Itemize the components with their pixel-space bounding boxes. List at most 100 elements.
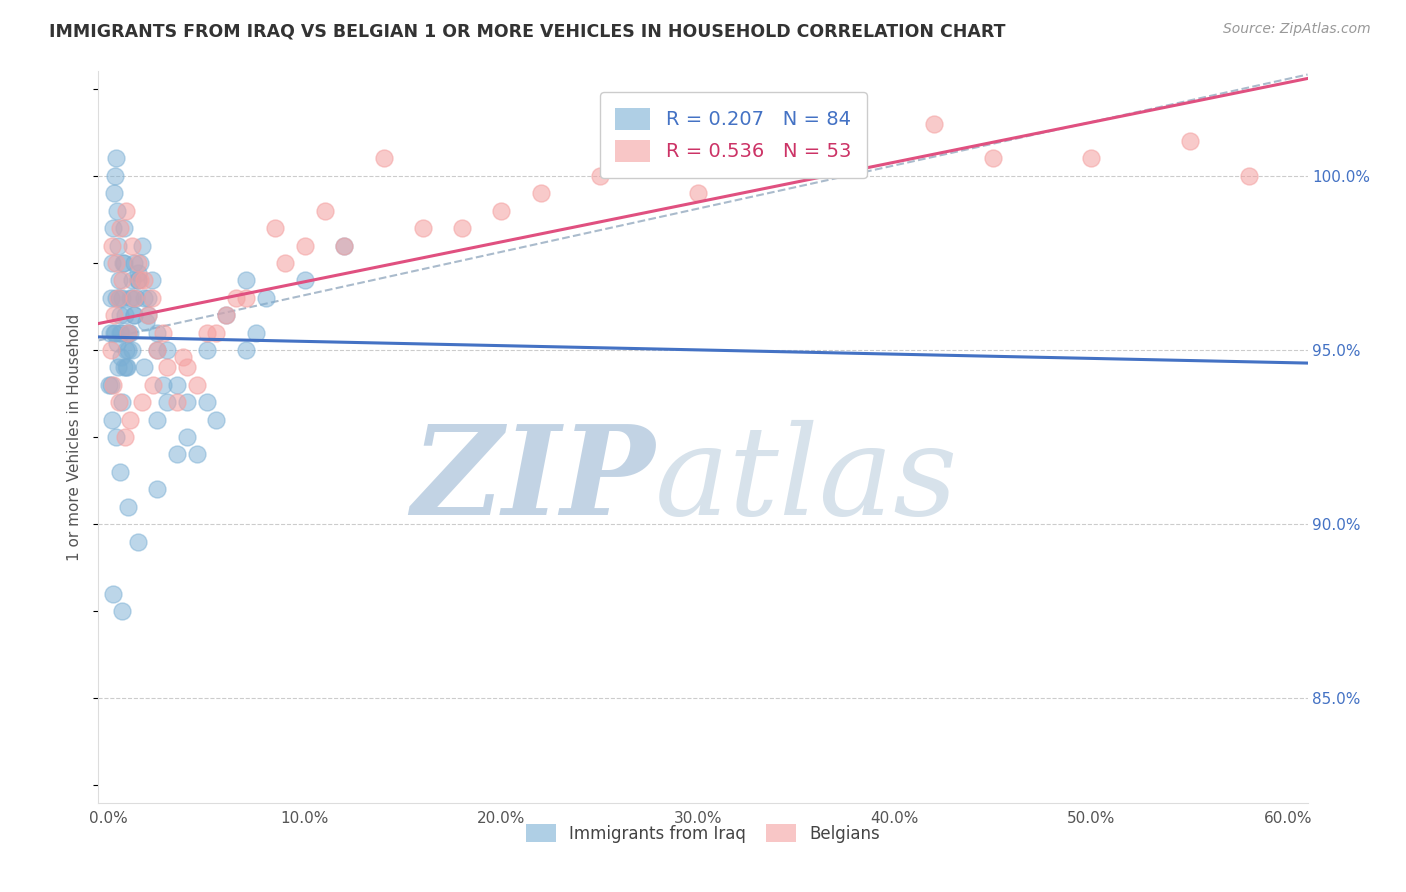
Point	[146, 412, 169, 426]
Point	[111, 291, 134, 305]
Point	[186, 448, 208, 462]
Point	[101, 256, 124, 270]
Point	[146, 326, 169, 340]
Point	[195, 395, 218, 409]
Point	[122, 256, 145, 270]
Point	[176, 395, 198, 409]
Point	[121, 343, 143, 357]
Point	[205, 412, 228, 426]
Point	[101, 587, 124, 601]
Point	[132, 360, 155, 375]
Point	[117, 343, 139, 357]
Point	[114, 430, 136, 444]
Point	[100, 377, 122, 392]
Point	[108, 291, 131, 305]
Point	[136, 308, 159, 322]
Point	[166, 448, 188, 462]
Point	[118, 291, 141, 305]
Point	[785, 134, 807, 148]
Point	[314, 203, 336, 218]
Point	[156, 343, 179, 357]
Point	[491, 203, 513, 218]
Point	[105, 256, 128, 270]
Point	[225, 291, 247, 305]
Point	[111, 256, 134, 270]
Point	[115, 360, 138, 375]
Point	[122, 308, 145, 322]
Point	[530, 186, 553, 201]
Point	[101, 238, 124, 252]
Point	[112, 360, 135, 375]
Point	[156, 395, 179, 409]
Point	[131, 238, 153, 252]
Point	[1237, 169, 1260, 183]
Point	[294, 273, 316, 287]
Point	[146, 343, 169, 357]
Point	[152, 326, 174, 340]
Point	[117, 500, 139, 514]
Point	[103, 308, 125, 322]
Point	[412, 221, 434, 235]
Point	[108, 221, 131, 235]
Point	[373, 152, 395, 166]
Point	[127, 273, 149, 287]
Point	[922, 117, 945, 131]
Point	[1080, 152, 1102, 166]
Point	[127, 534, 149, 549]
Point	[127, 256, 149, 270]
Point	[107, 238, 129, 252]
Point	[215, 308, 238, 322]
Point	[205, 326, 228, 340]
Point	[101, 377, 124, 392]
Point	[166, 395, 188, 409]
Point	[115, 343, 138, 357]
Point	[108, 465, 131, 479]
Point	[264, 221, 287, 235]
Point	[254, 291, 277, 305]
Text: IMMIGRANTS FROM IRAQ VS BELGIAN 1 OR MORE VEHICLES IN HOUSEHOLD CORRELATION CHAR: IMMIGRANTS FROM IRAQ VS BELGIAN 1 OR MOR…	[49, 22, 1005, 40]
Point	[294, 238, 316, 252]
Text: Source: ZipAtlas.com: Source: ZipAtlas.com	[1223, 22, 1371, 37]
Point	[108, 273, 131, 287]
Point	[111, 604, 134, 618]
Point	[108, 326, 131, 340]
Point	[107, 291, 129, 305]
Point	[132, 273, 155, 287]
Point	[100, 291, 122, 305]
Point	[333, 238, 356, 252]
Point	[156, 360, 179, 375]
Point	[103, 186, 125, 201]
Point	[136, 291, 159, 305]
Point	[117, 326, 139, 340]
Point	[135, 315, 157, 329]
Point	[146, 483, 169, 497]
Point	[108, 308, 131, 322]
Point	[105, 291, 128, 305]
Point	[141, 273, 163, 287]
Point	[107, 360, 129, 375]
Point	[648, 152, 671, 166]
Point	[117, 326, 139, 340]
Point	[110, 350, 132, 364]
Point	[186, 377, 208, 392]
Text: atlas: atlas	[655, 420, 957, 541]
Point	[1178, 134, 1201, 148]
Point	[195, 326, 218, 340]
Point	[111, 273, 134, 287]
Point	[333, 238, 356, 252]
Point	[115, 360, 138, 375]
Point	[127, 273, 149, 287]
Point	[103, 326, 125, 340]
Point	[104, 326, 127, 340]
Point	[105, 152, 128, 166]
Point	[104, 169, 127, 183]
Point	[132, 291, 155, 305]
Point	[136, 308, 159, 322]
Point	[112, 221, 135, 235]
Y-axis label: 1 or more Vehicles in Household: 1 or more Vehicles in Household	[67, 313, 83, 561]
Point	[589, 169, 612, 183]
Point	[688, 186, 710, 201]
Point	[115, 203, 138, 218]
Point	[245, 326, 267, 340]
Point	[215, 308, 238, 322]
